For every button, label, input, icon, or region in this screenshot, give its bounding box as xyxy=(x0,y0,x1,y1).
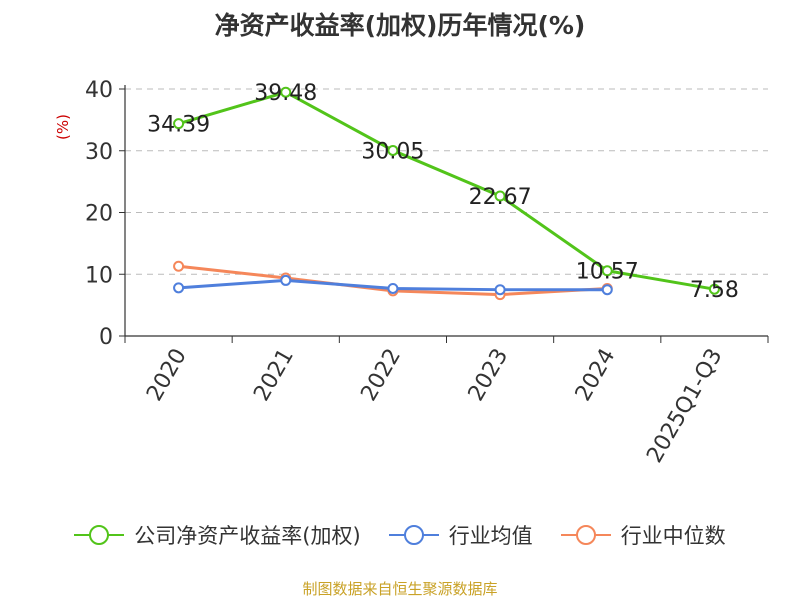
x-tick-label-2021: 2021 xyxy=(249,345,299,406)
legend-item-company-roe[interactable]: 公司净资产收益率(加权) xyxy=(74,520,361,550)
data-point-0-5 xyxy=(708,283,720,295)
source-note: 制图数据来自恒生聚源数据库 xyxy=(302,580,498,598)
legend: 公司净资产收益率(加权) 行业均值 行业中位数 xyxy=(0,520,800,550)
x-tick-label-2022: 2022 xyxy=(356,345,406,406)
y-tick-label-0: 0 xyxy=(99,325,113,350)
data-point-1-2 xyxy=(387,282,399,294)
x-tick-label-2024: 2024 xyxy=(571,345,621,406)
data-label-1: 39.48 xyxy=(254,81,317,106)
data-point-0-2 xyxy=(387,144,399,156)
data-point-0-4 xyxy=(601,265,613,277)
data-label-5: 7.58 xyxy=(690,278,739,303)
y-tick-label-10: 10 xyxy=(85,263,113,288)
y-axis-label: (%) xyxy=(54,114,72,140)
data-label-4: 10.57 xyxy=(576,260,639,285)
data-point-0-3 xyxy=(494,190,506,202)
legend-label-industry-median: 行业中位数 xyxy=(620,524,726,548)
x-tick-label-2025Q1-Q3: 2025Q1-Q3 xyxy=(642,345,727,468)
x-tick-label-2020: 2020 xyxy=(142,345,192,406)
y-tick-label-40: 40 xyxy=(85,78,113,103)
legend-swatch-industry-mean xyxy=(388,525,439,545)
data-label-3: 22.67 xyxy=(469,185,532,210)
data-point-1-0 xyxy=(173,282,185,294)
legend-swatch-company-roe xyxy=(74,525,125,545)
legend-label-company-roe: 公司净资产收益率(加权) xyxy=(134,524,361,548)
data-label-2: 30.05 xyxy=(361,139,424,164)
data-label-0: 34.39 xyxy=(147,113,210,138)
legend-item-industry-median[interactable]: 行业中位数 xyxy=(560,520,726,550)
data-point-0-0 xyxy=(173,118,185,130)
data-point-1-4 xyxy=(601,284,613,296)
data-point-1-1 xyxy=(280,274,292,286)
data-point-2-0 xyxy=(173,260,185,272)
y-tick-label-20: 20 xyxy=(85,202,113,227)
data-point-1-3 xyxy=(494,284,506,296)
legend-swatch-industry-median xyxy=(560,525,611,545)
chart-title: 净资产收益率(加权)历年情况(%) xyxy=(214,11,586,40)
x-tick-label-2023: 2023 xyxy=(464,345,514,406)
legend-item-industry-mean[interactable]: 行业均值 xyxy=(388,520,533,550)
y-tick-label-30: 30 xyxy=(85,140,113,165)
series-line-0 xyxy=(178,90,715,291)
data-point-0-1 xyxy=(280,86,292,98)
legend-label-industry-mean: 行业均值 xyxy=(448,524,533,548)
